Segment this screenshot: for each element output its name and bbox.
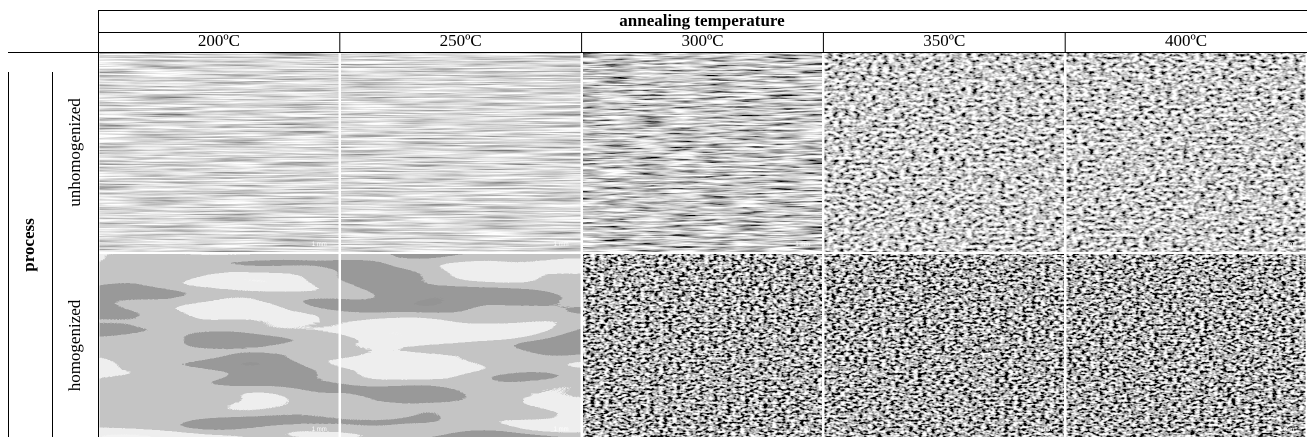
column-label: 350ºC [923,31,965,50]
scale-bar-label: 1 mm [312,242,327,248]
row-label: unhomogenized [65,98,84,207]
micrograph [825,254,1064,437]
micrograph [1067,254,1306,437]
micrograph [825,53,1064,252]
scale-bar-label: 1 mm [312,427,327,433]
figure-table: annealing temperature process 200ºC 250ºC… [0,0,1307,437]
micrograph [100,53,339,252]
column-label: 200ºC [198,31,240,50]
process-title: process [19,218,38,272]
micrograph [341,254,580,437]
micrograph [100,254,339,437]
scale-bar-label: 1 mm [795,242,810,248]
column-label: 250ºC [440,31,482,50]
micrograph [583,53,822,252]
row-label: homogenized [65,299,84,391]
scale-bar-label: 1 mm [1279,427,1294,433]
micrograph [583,254,822,437]
scale-bar-label: 1 mm [1037,427,1052,433]
scale-bar-label: 1 mm [1279,242,1294,248]
scale-bar-label: 1 mm [1037,242,1052,248]
micrograph [341,53,580,252]
header-title: annealing temperature [619,11,785,30]
scale-bar-label: 1 mm [554,427,569,433]
column-label: 400ºC [1165,31,1207,50]
scale-bar-label: 1 mm [554,242,569,248]
column-label: 300ºC [681,31,723,50]
scale-bar-label: 1 mm [795,427,810,433]
micrograph [1067,53,1306,252]
